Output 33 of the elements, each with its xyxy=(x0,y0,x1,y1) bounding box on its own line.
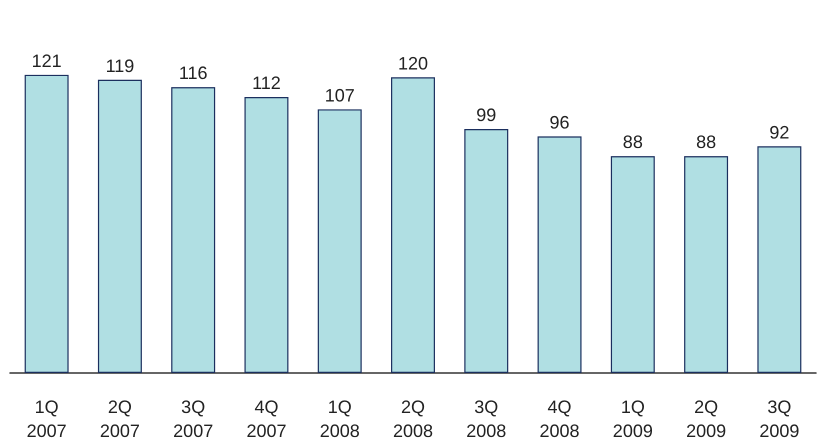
bar xyxy=(318,109,362,373)
data-label: 99 xyxy=(476,105,496,126)
x-tick-label: 2Q 2007 xyxy=(100,397,140,441)
data-label: 88 xyxy=(622,132,643,152)
x-tick-label: 3Q 2007 xyxy=(173,397,214,441)
data-label: 120 xyxy=(398,53,428,74)
bar xyxy=(171,87,216,373)
data-label: 107 xyxy=(324,85,355,106)
bar xyxy=(464,129,508,373)
x-tick-label: 3Q 2009 xyxy=(759,397,800,441)
data-label: 92 xyxy=(769,122,790,142)
x-tick-label: 1Q 2007 xyxy=(26,397,67,441)
data-label: 119 xyxy=(106,56,134,76)
bar xyxy=(538,136,582,373)
data-label: 112 xyxy=(252,73,281,93)
data-label: 116 xyxy=(178,63,208,84)
x-tick-label: 1Q 2008 xyxy=(320,397,360,441)
x-tick-label: 3Q 2008 xyxy=(466,397,506,441)
bar xyxy=(98,80,142,373)
bar xyxy=(24,74,69,373)
x-tick-label: 2Q 2008 xyxy=(392,397,434,441)
bar xyxy=(391,77,435,373)
bar xyxy=(244,97,288,373)
bar xyxy=(684,156,728,373)
data-label: 96 xyxy=(550,112,570,132)
bar xyxy=(610,156,655,373)
x-tick-label: 4Q 2008 xyxy=(540,397,580,441)
x-tick-label: 1Q 2009 xyxy=(612,397,653,441)
data-label: 121 xyxy=(32,50,62,71)
bar xyxy=(757,146,802,373)
x-tick-label: 4Q 2007 xyxy=(246,397,286,441)
data-label: 88 xyxy=(696,132,716,152)
x-tick-label: 2Q 2009 xyxy=(686,397,726,441)
